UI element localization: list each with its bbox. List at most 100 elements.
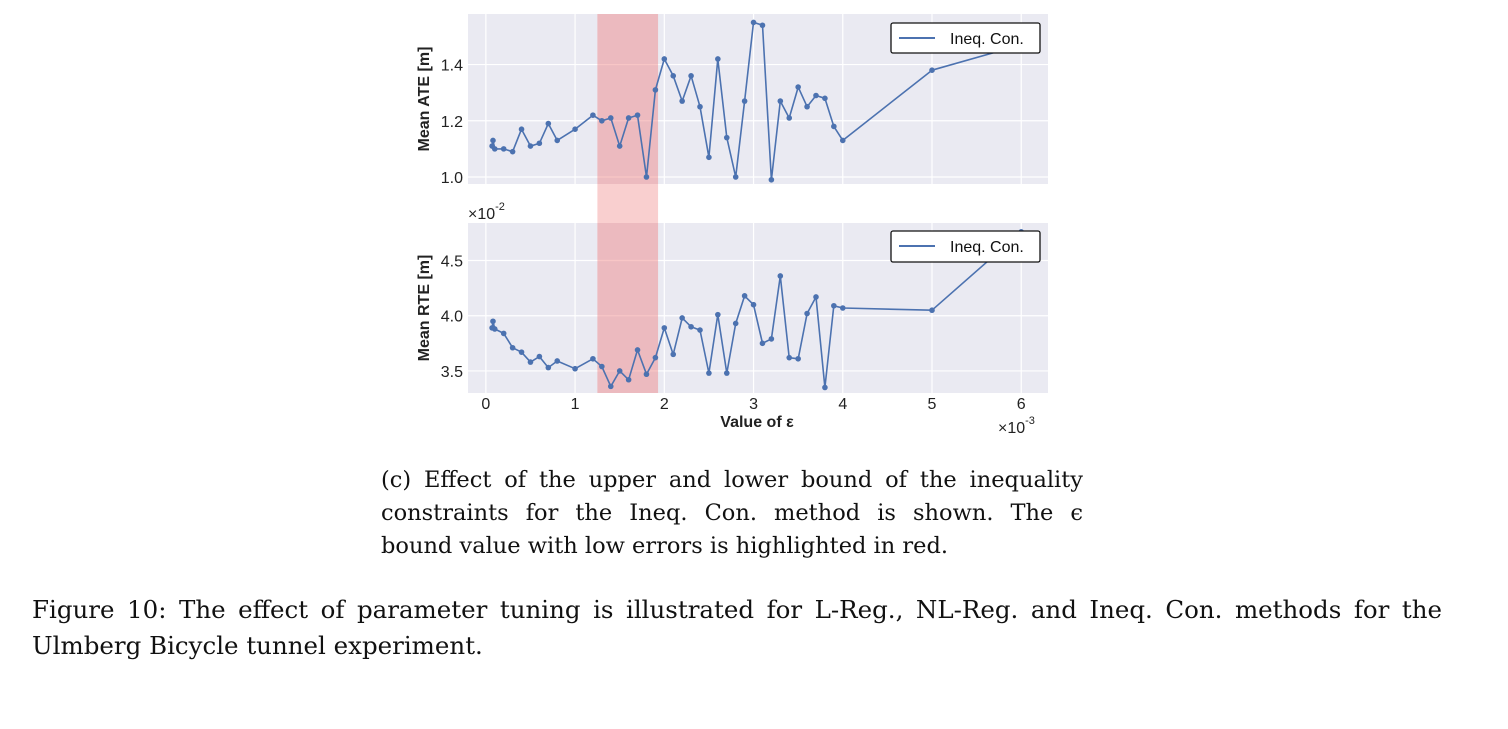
x-tick-label: 3 [749,396,758,413]
y-tick-label: 1.4 [441,58,463,75]
data-point [706,154,712,161]
y-tick-label: 1.2 [441,114,463,131]
data-point [518,126,525,133]
data-point [500,330,507,337]
data-point [723,370,730,376]
figure-caption-line: Figure 10: The effect of parameter tunin… [32,595,1442,624]
data-point [777,273,784,279]
data-point [688,323,694,330]
bottom-chart: ×10-2 3.5 4.0 4.5 0 1 2 3 4 5 6 Mean RTE [m] Val… [416,201,1048,437]
data-point [491,326,498,332]
bottom-legend-label: Ineq. Con. [950,239,1024,256]
data-point [715,311,721,318]
data-point [509,148,516,155]
x-tick-label: 5 [928,396,937,413]
data-point [795,84,801,90]
data-point [777,98,784,104]
data-point [545,364,552,371]
data-point [929,67,935,73]
subcaption-line: (c) Effect of the upper and lower bound … [381,467,1083,493]
x-tick-label: 4 [838,396,847,413]
data-point [786,115,793,121]
data-point [643,174,650,180]
data-point [750,19,757,26]
data-point [732,320,739,327]
data-point [572,365,578,372]
data-point [554,358,561,364]
data-point [670,351,677,358]
data-point [527,143,534,149]
data-point [554,137,561,144]
data-point [813,92,819,99]
data-point [491,146,498,152]
data-point [768,336,775,342]
data-point [527,359,534,365]
bottom-highlight-band [597,223,659,393]
figure-caption-line: Ulmberg Bicycle tunnel experiment. [32,631,483,660]
data-point [599,117,605,124]
x-tick-label: 2 [660,396,669,413]
data-point [536,140,543,147]
data-point [616,143,623,149]
data-point [822,384,828,391]
data-point [616,368,623,374]
data-point [750,301,757,308]
bottom-legend-box [890,230,1041,263]
data-point [607,383,614,390]
bottom-series [489,229,1025,391]
data-point [634,112,641,118]
x-tick-label: 0 [481,396,490,413]
data-point [759,22,766,29]
data-point [490,137,496,144]
bottom-y-axis-label: Mean RTE [m] [416,255,433,362]
data-point [545,120,552,127]
data-point [688,73,694,79]
data-point [804,310,810,317]
top-legend: Ineq. Con. [890,22,1041,54]
top-legend-box [890,22,1041,54]
data-point [652,87,659,93]
data-point [768,176,775,183]
data-point [679,98,685,104]
data-point [697,103,703,110]
data-point [813,294,819,300]
data-point [741,98,748,104]
y-multiplier: ×10-2 [468,201,505,223]
y-tick-label: 3.5 [441,364,463,381]
x-multiplier: ×10-3 [998,415,1035,437]
data-point [715,56,721,62]
data-point [697,327,703,333]
data-point [590,355,596,362]
data-point [670,73,677,79]
data-point [572,126,578,133]
data-point [661,56,668,62]
y-tick-label: 1.0 [441,170,463,187]
subfigure-caption: (c) Effect of the upper and lower bound … [381,464,1083,563]
highlight-band-connector [597,184,659,223]
data-point [839,305,846,311]
data-point [741,293,748,299]
data-point [839,137,846,144]
data-point [590,112,596,118]
figure-caption: Figure 10: The effect of parameter tunin… [32,592,1442,664]
y-tick-label: 4.5 [441,254,463,271]
data-point [518,349,525,355]
subcaption-line: constraints for the Ineq. Con. method is… [381,500,1083,526]
data-point [500,146,507,152]
data-point [643,371,650,378]
data-point [795,355,801,362]
data-point [625,376,632,383]
data-point [786,354,793,361]
top-chart: 1.0 1.2 1.4 Mean ATE [m] Ineq. Con. [416,14,1048,187]
data-point [536,353,543,360]
data-point [509,344,516,351]
x-axis-label: Value of ε [720,414,794,431]
top-y-axis-label: Mean ATE [m] [416,47,433,152]
data-point [706,370,712,376]
data-point [634,347,641,353]
data-point [822,95,828,102]
data-point [831,302,837,309]
data-point [929,307,935,314]
x-tick-label: 6 [1017,396,1026,413]
